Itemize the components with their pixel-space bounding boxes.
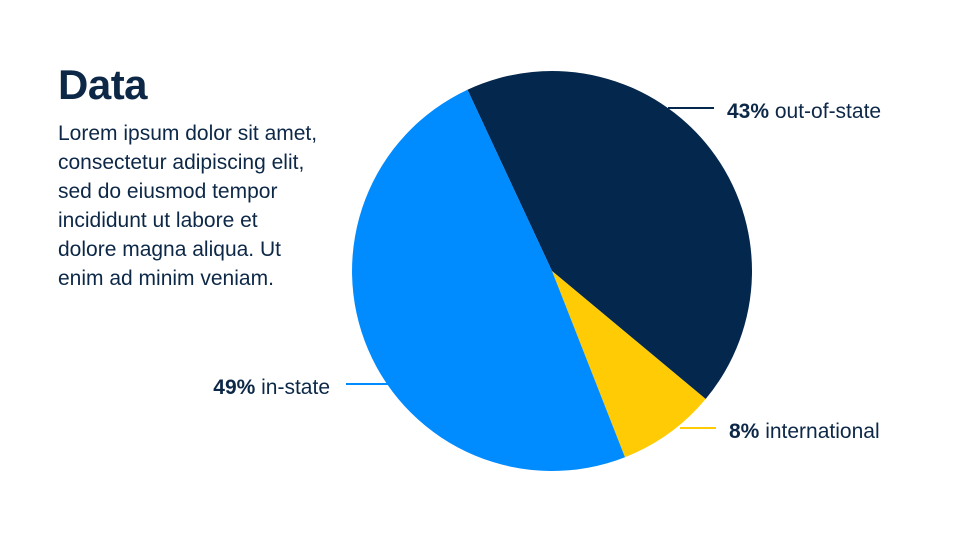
slide-body-text: Lorem ipsum dolor sit amet, consectetur … <box>58 122 318 290</box>
pie-slice-in-state <box>352 89 625 471</box>
pie-slice-out-of-state <box>467 71 752 400</box>
pie-slice-international <box>552 271 706 458</box>
slice-percent-out-of-state: 43% <box>727 100 769 123</box>
callout-label-in-state: 49% in-state <box>213 376 330 399</box>
slice-label-in-state: in-state <box>255 376 330 399</box>
slide-title: Data <box>58 61 148 108</box>
pie-callouts: 43% out-of-state 8% international 49% in-s… <box>213 100 881 443</box>
callout-label-out-of-state: 43% out-of-state <box>727 100 881 123</box>
pie-slices <box>352 71 752 471</box>
slice-label-international: international <box>759 420 879 443</box>
callout-label-international: 8% international <box>729 420 880 443</box>
slice-percent-in-state: 49% <box>213 376 255 399</box>
slice-label-out-of-state: out-of-state <box>769 100 881 123</box>
slice-percent-international: 8% <box>729 420 760 443</box>
